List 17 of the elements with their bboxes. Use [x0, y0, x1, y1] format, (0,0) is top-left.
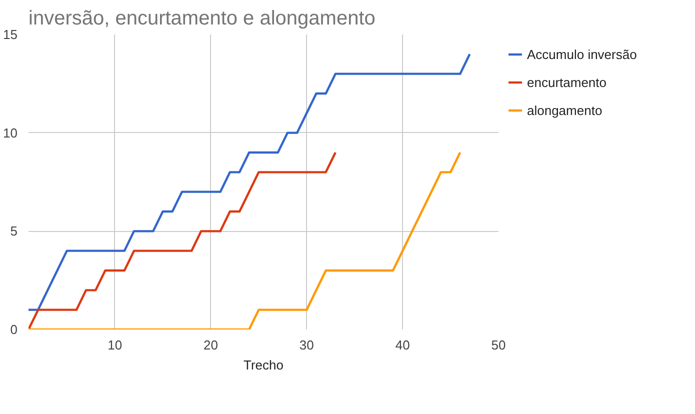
x-tick-label: 20 — [204, 338, 218, 352]
x-axis-title: Trecho — [244, 358, 284, 372]
y-tick-label: 15 — [3, 27, 18, 42]
line-series — [28, 53, 471, 311]
y-tick-label: 5 — [10, 224, 18, 239]
legend-label: alongamento — [527, 102, 602, 118]
legend-label: Accumulo inversão — [527, 46, 637, 62]
y-tick-label: 10 — [3, 125, 18, 140]
line-series — [28, 151, 462, 330]
line-series — [28, 151, 337, 330]
x-tick-label: 10 — [108, 338, 122, 352]
x-tick-label: 30 — [299, 338, 314, 352]
x-tick-label: 50 — [491, 338, 506, 352]
x-tick-label: 40 — [395, 338, 410, 352]
legend-label: encurtamento — [527, 74, 606, 90]
chart-title: inversão, encurtamento e alongamento — [28, 8, 376, 30]
y-tick-label: 0 — [10, 322, 18, 337]
